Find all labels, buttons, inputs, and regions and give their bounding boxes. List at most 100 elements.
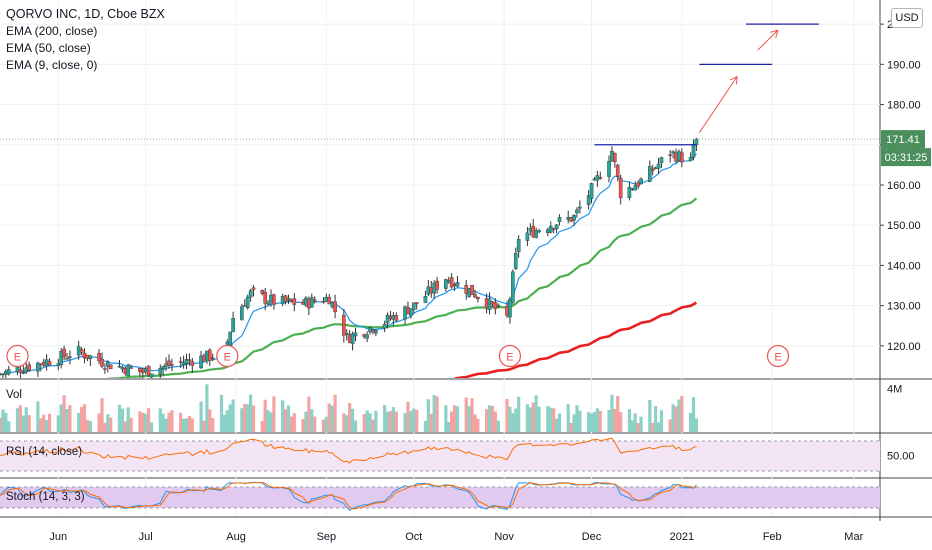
earnings-marker	[498, 344, 522, 368]
volume-bar	[333, 394, 337, 432]
candle-body	[435, 280, 439, 290]
volume-bar	[537, 406, 541, 432]
volume-bar	[368, 413, 372, 432]
volume-bar	[164, 418, 168, 432]
volume-bar	[21, 415, 25, 432]
indicator-ema9-label[interactable]: EMA (9, close, 0)	[6, 58, 98, 72]
volume-bar	[222, 414, 226, 432]
volume-bar	[403, 413, 407, 432]
volume-bar	[208, 409, 212, 432]
y-tick-label: 190.00	[887, 59, 921, 71]
volume-bar	[129, 417, 133, 432]
candle-body	[208, 349, 212, 361]
volume-bar	[531, 402, 535, 432]
candle-body	[365, 334, 369, 339]
rsi-pane-label[interactable]: RSI (14, close)	[6, 446, 83, 458]
x-tick-label: Nov	[494, 531, 514, 543]
volume-bar	[444, 405, 448, 432]
indicator-ema200-label[interactable]: EMA (200, close)	[6, 24, 98, 38]
candle-body	[650, 168, 655, 171]
volume-bar	[607, 409, 611, 432]
candle-body	[184, 359, 189, 364]
volume-bar	[528, 407, 532, 432]
volume-bar	[423, 421, 428, 432]
volume-bar	[117, 404, 122, 432]
volume-bar	[566, 404, 570, 432]
volume-bar	[487, 405, 492, 432]
volume-bar	[409, 410, 413, 432]
earnings-marker-label: E	[506, 352, 513, 364]
candle-body	[671, 151, 675, 154]
candle-body	[146, 365, 151, 377]
candle-body	[251, 287, 256, 290]
volume-bar	[429, 413, 433, 432]
volume-bar	[281, 400, 285, 432]
candle-body	[525, 232, 530, 241]
volume-bar	[610, 394, 614, 432]
volume-bar	[345, 415, 349, 432]
candle-body	[449, 277, 454, 288]
volume-bar	[592, 412, 597, 432]
candle-body	[126, 364, 131, 377]
volume-bar	[517, 396, 521, 432]
indicator-ema50-label[interactable]: EMA (50, close)	[6, 41, 91, 55]
candle-body	[659, 157, 664, 163]
volume-bar	[123, 421, 127, 432]
rsi-line	[0, 437, 697, 464]
volume-bar	[161, 413, 165, 432]
volume-bar	[330, 405, 334, 432]
volume-bar	[659, 410, 664, 432]
y-tick-label: 120.00	[887, 341, 921, 353]
volume-bar	[231, 399, 235, 432]
volume-bar	[374, 410, 378, 432]
projection-arrowhead	[775, 30, 779, 38]
candle-body	[36, 362, 40, 372]
candle-body	[248, 290, 253, 298]
candle-body	[68, 356, 72, 358]
candle-body	[423, 296, 428, 303]
volume-bar	[68, 405, 72, 432]
volume-bar	[167, 412, 171, 432]
volume-bar	[27, 415, 31, 432]
rsi-axis-label: 50.00	[887, 450, 915, 462]
volume-bar	[59, 404, 63, 432]
candle-body	[292, 298, 297, 305]
volume-bar	[350, 408, 355, 432]
candle-body	[181, 362, 186, 365]
currency-button[interactable]: USD	[891, 8, 923, 28]
volume-bar	[362, 414, 366, 432]
volume-bar	[321, 419, 326, 432]
volume-bar	[243, 404, 247, 432]
volume-bar	[493, 411, 497, 432]
candle-body	[627, 186, 632, 199]
candle-body	[537, 230, 541, 233]
candle-body	[344, 333, 349, 335]
x-tick-label: Feb	[763, 531, 782, 543]
candle-body	[260, 289, 265, 294]
x-tick-label: Sep	[317, 531, 337, 543]
volume-bar	[671, 404, 675, 432]
countdown-badge	[881, 148, 931, 167]
candle-body	[342, 314, 346, 336]
volume-bar	[0, 417, 2, 432]
volume-bar	[79, 407, 84, 432]
volume-bar	[554, 418, 559, 432]
stoch-pane-label[interactable]: Stoch (14, 3, 3)	[6, 491, 85, 503]
volume-bar	[415, 409, 419, 432]
volume-bar	[24, 407, 28, 432]
volume-pane-label[interactable]: Vol	[6, 389, 22, 401]
candle-body	[65, 358, 69, 360]
volume-bar	[388, 411, 393, 432]
volume-bar	[248, 394, 253, 432]
volume-bar	[496, 420, 500, 432]
earnings-marker-label: E	[14, 352, 21, 364]
volume-bar	[619, 412, 623, 432]
volume-bar	[342, 413, 346, 432]
volume-bar	[266, 410, 270, 432]
symbol-title[interactable]: QORVO INC, 1D, Cboe BZX	[6, 7, 165, 21]
volume-bar	[85, 419, 90, 432]
projection-arrowhead	[729, 75, 738, 81]
candle-body	[88, 355, 93, 360]
volume-bar	[383, 405, 387, 432]
